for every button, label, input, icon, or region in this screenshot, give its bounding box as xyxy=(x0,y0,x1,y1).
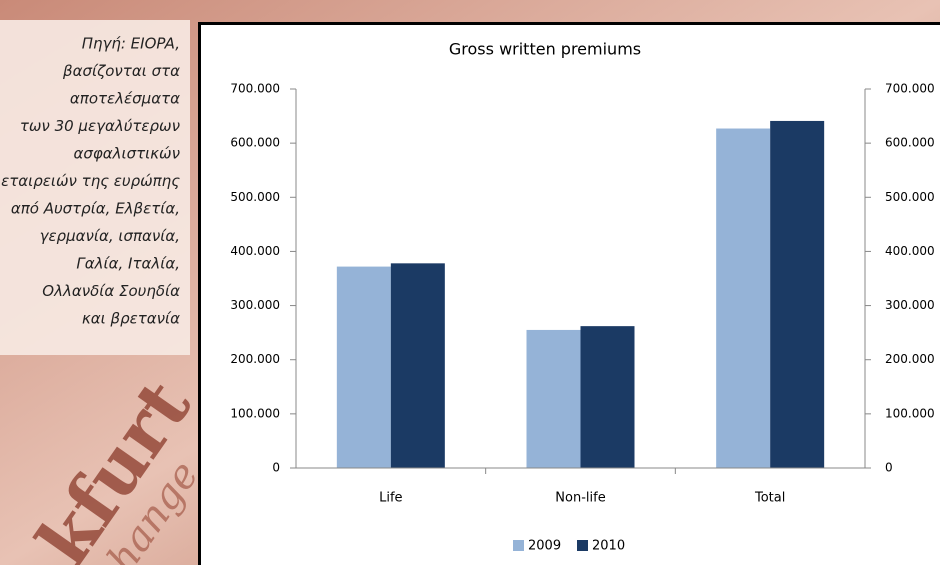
y-tick-label: 700.000 xyxy=(230,82,280,96)
bar xyxy=(581,326,635,468)
note-line: των 30 μεγαλύτερων xyxy=(20,117,180,135)
note-line: Γαλία, Ιταλία, xyxy=(76,255,180,273)
y2-tick-label: 100.000 xyxy=(885,406,935,420)
bar xyxy=(391,263,445,468)
y2-tick-label: 0 xyxy=(885,461,893,475)
y2-tick-label: 300.000 xyxy=(885,298,935,312)
chart-frame xyxy=(200,24,940,566)
legend-label: 2010 xyxy=(592,539,625,554)
y2-tick-label: 200.000 xyxy=(885,352,935,366)
note-line: αποτελέσματα xyxy=(70,90,180,108)
y-tick-label: 200.000 xyxy=(230,352,280,366)
note-line: Ολλανδία Σουηδία xyxy=(42,282,180,300)
y2-tick-label: 700.000 xyxy=(885,82,935,96)
bar xyxy=(337,267,391,468)
y-tick-label: 100.000 xyxy=(230,406,280,420)
note-line: γερμανία, ισπανία, xyxy=(40,227,180,245)
y2-tick-label: 600.000 xyxy=(885,136,935,150)
x-tick-label: Non-life xyxy=(555,491,605,506)
note-line: ασφαλιστικών xyxy=(73,145,180,163)
x-tick-label: Life xyxy=(379,491,402,506)
bar xyxy=(527,330,581,468)
y-tick-label: 500.000 xyxy=(230,190,280,204)
bar xyxy=(716,129,770,468)
y-tick-label: 0 xyxy=(272,461,280,475)
y-tick-label: 600.000 xyxy=(230,136,280,150)
bar xyxy=(770,121,824,468)
chart-title: Gross written premiums xyxy=(449,40,641,59)
note-line: Πηγή: EIOPA, xyxy=(82,35,180,53)
legend-swatch xyxy=(577,540,588,551)
y-tick-label: 400.000 xyxy=(230,244,280,258)
x-tick-label: Total xyxy=(754,491,785,506)
y2-tick-label: 400.000 xyxy=(885,244,935,258)
legend-label: 2009 xyxy=(528,539,561,554)
legend-swatch xyxy=(513,540,524,551)
note-line: και βρετανία xyxy=(82,310,180,328)
note-line: από Αυστρία, Ελβετία, xyxy=(11,200,180,218)
note-line: εταιρειών της ευρώπης xyxy=(1,172,180,190)
y-tick-label: 300.000 xyxy=(230,298,280,312)
note-line: βασίζονται στα xyxy=(62,62,180,80)
y2-tick-label: 500.000 xyxy=(885,190,935,204)
